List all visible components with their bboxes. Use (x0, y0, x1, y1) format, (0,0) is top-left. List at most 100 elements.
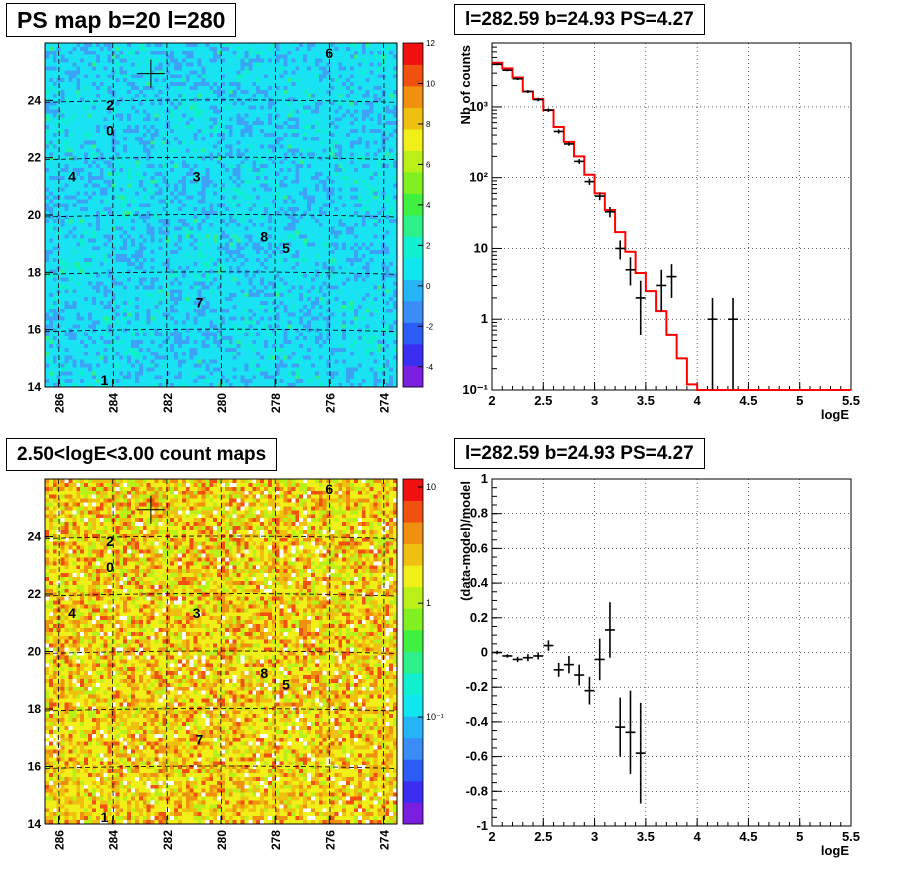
colorbar-segment (403, 301, 423, 323)
colorbar-segment (403, 280, 423, 302)
x-tick-label: 4.5 (739, 393, 757, 408)
colorbar-segment (403, 695, 423, 717)
source-marker-2: 2 (106, 97, 114, 113)
y-tick-label: 24 (28, 530, 42, 544)
colorbar-segment (403, 501, 423, 523)
source-marker-4: 4 (68, 605, 76, 621)
x-tick-label: 284 (107, 393, 121, 413)
y-tick-label: 14 (28, 817, 42, 831)
colorbar-tick-label: -2 (426, 322, 434, 331)
colorbar-segment (403, 86, 423, 108)
colorbar-tick-label: -4 (426, 363, 434, 372)
colorbar-segment (403, 652, 423, 674)
spectrum-title: l=282.59 b=24.93 PS=4.27 (454, 4, 705, 35)
colorbar-tick-label: 10 (426, 482, 436, 492)
plot-frame (492, 43, 851, 390)
y-tick-label: -0.8 (466, 783, 488, 798)
source-marker-0: 0 (106, 559, 114, 575)
x-axis-label: logE (821, 843, 849, 858)
y-tick-label: 24 (28, 93, 42, 107)
x-tick-label: 3.5 (637, 393, 655, 408)
colorbar-segment (403, 151, 423, 173)
colorbar-segment (403, 172, 423, 194)
y-tick-label: -0.2 (466, 679, 488, 694)
y-tick-label: 1 (481, 311, 488, 326)
source-marker-3: 3 (193, 168, 201, 184)
source-marker-8: 8 (260, 665, 268, 681)
colorbar-segment (403, 716, 423, 738)
source-marker-5: 5 (282, 677, 290, 693)
colorbar-segment (403, 215, 423, 237)
y-tick-label: 10⁻¹ (462, 382, 488, 397)
y-tick-label: 1 (481, 471, 488, 486)
colorbar-segment (403, 802, 423, 824)
colorbar-tick-label: 0 (426, 282, 431, 291)
x-tick-label: 280 (215, 393, 229, 413)
colorbar-segment (403, 565, 423, 587)
x-tick-label: 3 (591, 829, 598, 844)
source-marker-2: 2 (106, 533, 114, 549)
source-marker-6: 6 (325, 481, 333, 497)
colorbar-tick-label: 12 (426, 39, 435, 48)
colorbar-segment (403, 43, 423, 65)
y-tick-label: 22 (28, 151, 42, 165)
y-tick-label: 0.2 (470, 610, 488, 625)
colorbar-tick-label: 1 (426, 598, 431, 608)
x-tick-label: 286 (53, 393, 67, 413)
x-tick-label: 5 (796, 829, 803, 844)
colorbar-segment (403, 129, 423, 151)
y-axis-label: (data-model)/model (458, 481, 473, 601)
x-tick-label: 278 (269, 393, 283, 413)
ps-map-title: PS map b=20 l=280 (6, 3, 236, 37)
y-tick-label: 16 (28, 760, 42, 774)
colorbar-segment (403, 544, 423, 566)
x-tick-label: 5.5 (842, 829, 860, 844)
colorbar-segment (403, 522, 423, 544)
x-tick-label: 2.5 (534, 393, 552, 408)
colorbar-segment (403, 323, 423, 345)
x-tick-label: 286 (53, 830, 67, 850)
x-tick-label: 280 (215, 830, 229, 850)
y-tick-label: -0.4 (466, 714, 489, 729)
x-tick-label: 4.5 (739, 829, 757, 844)
source-marker-6: 6 (325, 45, 333, 61)
colorbar-segment (403, 630, 423, 652)
colorbar-segment (403, 258, 423, 280)
y-tick-label: 10² (469, 170, 488, 185)
source-marker-7: 7 (195, 731, 203, 747)
colorbar-segment (403, 108, 423, 130)
y-tick-label: 20 (28, 208, 42, 222)
source-marker-3: 3 (193, 605, 201, 621)
y-tick-label: 14 (28, 380, 42, 394)
y-tick-label: 16 (28, 323, 42, 337)
x-tick-label: 3.5 (637, 829, 655, 844)
x-tick-label: 284 (107, 830, 121, 850)
x-axis-label: logE (821, 407, 849, 422)
x-tick-label: 4 (694, 829, 702, 844)
y-tick-label: 0 (481, 645, 488, 660)
colorbar-tick-label: 2 (426, 241, 431, 250)
y-tick-label: 22 (28, 587, 42, 601)
residual-plot: 2 2.5 3 3.5 4 4.5 5 5.5-1-0.8-0.6-0.4-0.200.20.… (458, 471, 860, 858)
model-histogram-line (492, 63, 851, 390)
x-tick-label: 282 (161, 830, 175, 850)
x-tick-label: 2.5 (534, 829, 552, 844)
colorbar-tick-label: 10⁻¹ (426, 712, 444, 722)
x-tick-label: 5 (796, 393, 803, 408)
y-axis-label: Nb of counts (458, 45, 473, 124)
colorbar-segment (403, 587, 423, 609)
colorbar-segment (403, 759, 423, 781)
figure-canvas: 286 284 282 280 278 276 2742422201816140123456… (0, 0, 898, 871)
source-marker-7: 7 (195, 295, 203, 311)
source-marker-1: 1 (101, 809, 109, 825)
plot-frame (492, 479, 851, 826)
colorbar-segment (403, 344, 423, 366)
y-tick-label: 18 (28, 702, 42, 716)
colorbar-segment (403, 366, 423, 388)
x-tick-label: 274 (377, 830, 391, 850)
x-tick-label: 278 (269, 830, 283, 850)
colorbar-segment (403, 237, 423, 259)
source-marker-5: 5 (282, 240, 290, 256)
x-tick-label: 282 (161, 393, 175, 413)
count-map-title: 2.50<logE<3.00 count maps (6, 438, 277, 471)
